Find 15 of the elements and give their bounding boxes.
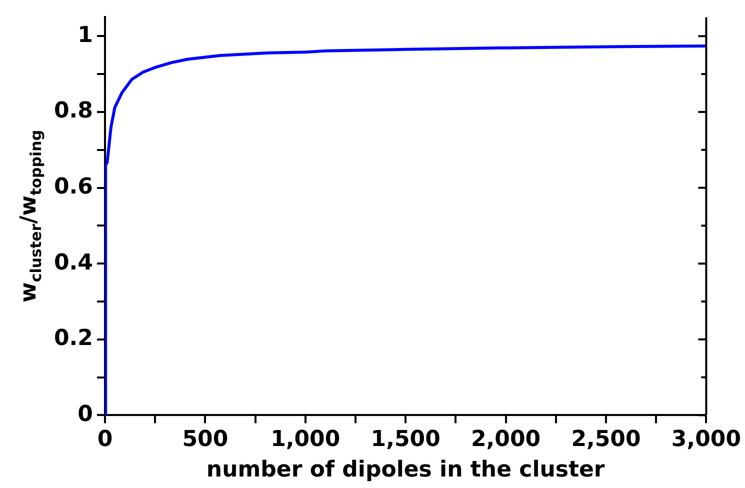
x-tick-label: 2,000 (471, 427, 541, 452)
x-tick-label: 0 (97, 427, 113, 452)
x-tick-label: 1,500 (370, 427, 440, 452)
y-axis-title: wcluster/wtopping (16, 130, 45, 302)
y-tick-label: 0.8 (54, 98, 93, 124)
y-tick-label: 0.6 (54, 174, 93, 200)
y-tick-label: 0 (78, 402, 93, 427)
x-tick-label: 2,500 (571, 427, 641, 452)
x-tick-label: 500 (182, 427, 228, 452)
x-tick-label: 1,000 (270, 427, 340, 452)
y-tick-label: 0.4 (54, 250, 93, 276)
y-tick-label: 1 (78, 22, 93, 48)
x-tick-label: 3,000 (671, 427, 742, 452)
y-tick-label: 0.2 (54, 326, 93, 352)
x-axis-title: number of dipoles in the cluster (206, 458, 605, 483)
